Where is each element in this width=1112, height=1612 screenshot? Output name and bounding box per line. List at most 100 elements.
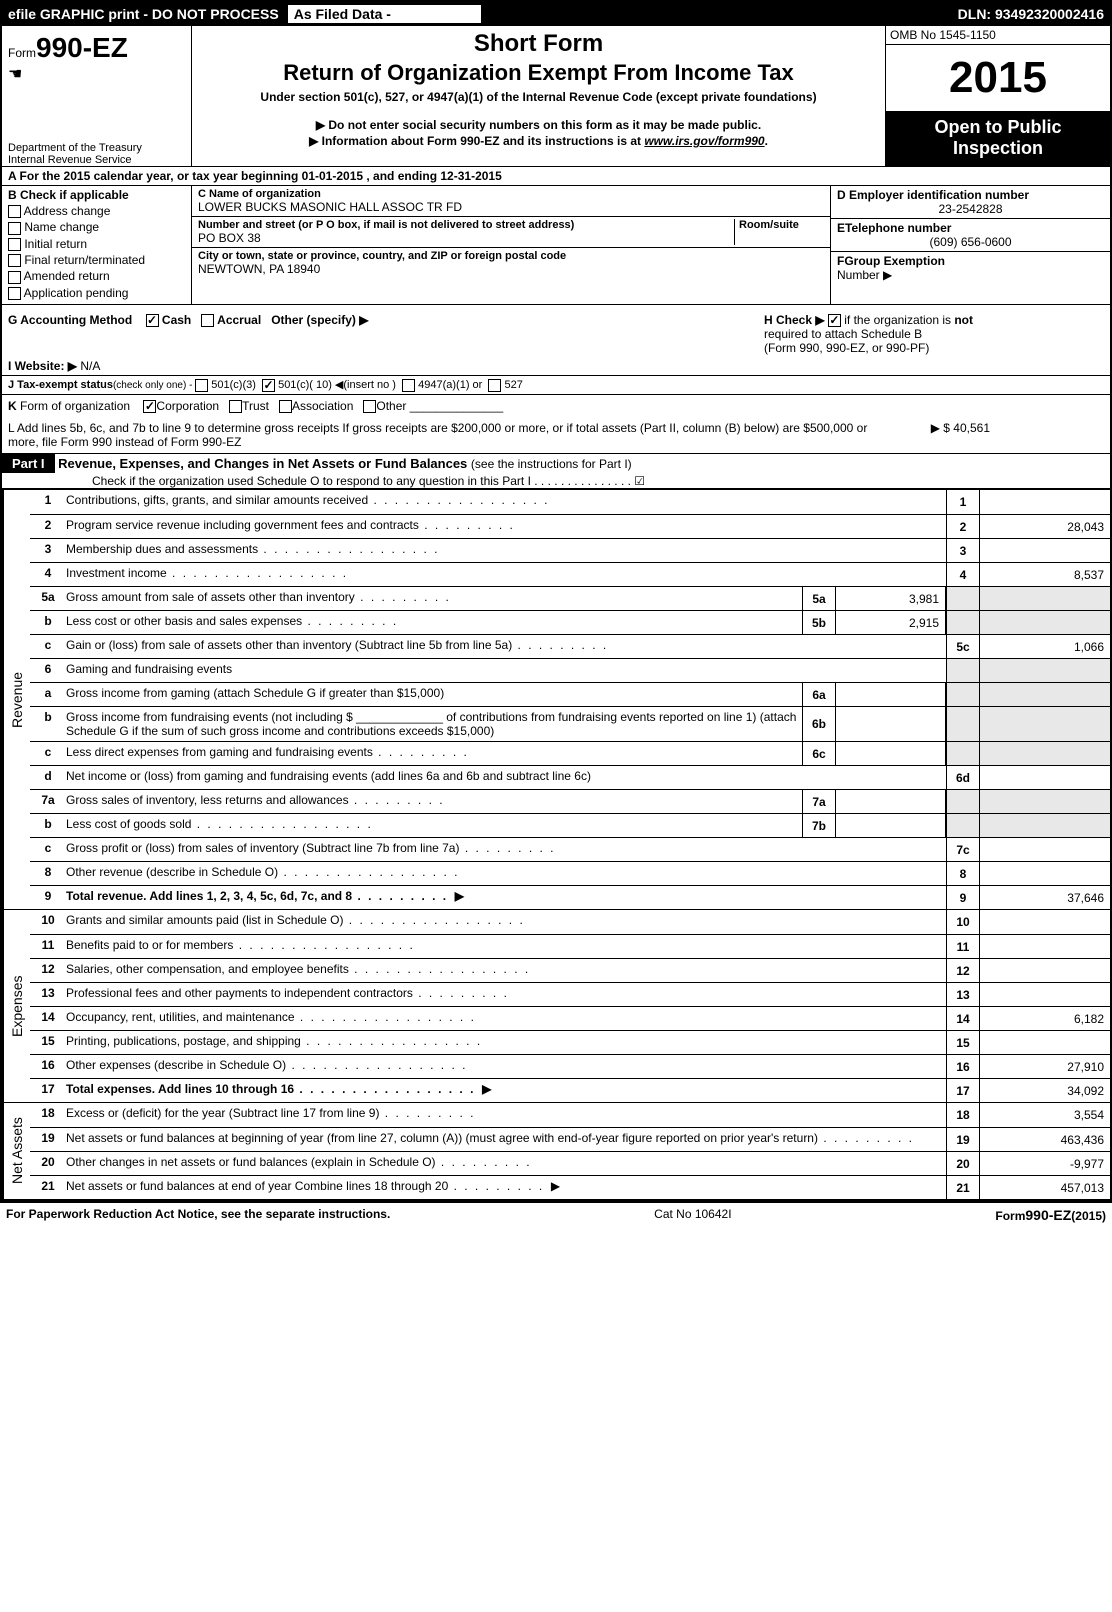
chk-final-return[interactable]: Final return/terminated — [8, 253, 185, 267]
chk-501c3[interactable] — [195, 379, 208, 392]
row-a-tax-year: A For the 2015 calendar year, or tax yea… — [2, 167, 1110, 186]
footer: For Paperwork Reduction Act Notice, see … — [0, 1203, 1112, 1227]
line-14: 14 Occupancy, rent, utilities, and maint… — [30, 1006, 1110, 1030]
short-form-title: Short Form — [198, 30, 879, 58]
row-h: H Check ▶ ✓ if the organization is not r… — [764, 313, 1104, 355]
e-value: (609) 656-0600 — [837, 235, 1104, 249]
form-number: Form990-EZ — [8, 32, 185, 64]
dept-irs: Internal Revenue Service — [8, 154, 185, 166]
revenue-section: Revenue 1 Contributions, gifts, grants, … — [2, 490, 1110, 910]
row-l: L Add lines 5b, 6c, and 7b to line 9 to … — [2, 417, 1110, 453]
return-title: Return of Organization Exempt From Incom… — [198, 60, 879, 86]
open-public: Open to Public Inspection — [886, 111, 1110, 166]
chk-name-change[interactable]: Name change — [8, 220, 185, 234]
chk-accrual[interactable] — [201, 314, 214, 327]
expenses-label: Expenses — [2, 910, 30, 1102]
bullet-icon: ☚ — [8, 64, 185, 84]
line-7b: b Less cost of goods sold 7b — [30, 813, 1110, 837]
col-def: D Employer identification number 23-2542… — [830, 186, 1110, 304]
c-label: C Name of organization — [198, 188, 824, 200]
line-20: 20 Other changes in net assets or fund b… — [30, 1151, 1110, 1175]
line-6b: b Gross income from fundraising events (… — [30, 706, 1110, 741]
f-label: FGroup Exemption — [837, 254, 945, 268]
city-value: NEWTOWN, PA 18940 — [198, 262, 824, 276]
e-phone: ETelephone number (609) 656-0600 — [831, 219, 1110, 252]
line-5c: c Gain or (loss) from sale of assets oth… — [30, 634, 1110, 658]
header-right: OMB No 1545-1150 2015 Open to Public Ins… — [885, 26, 1110, 166]
chk-application-pending[interactable]: Application pending — [8, 286, 185, 300]
chk-schedule-b[interactable]: ✓ — [828, 314, 841, 327]
line-21: 21 Net assets or fund balances at end of… — [30, 1175, 1110, 1199]
omb-number: OMB No 1545-1150 — [886, 26, 1110, 45]
efile-left: efile GRAPHIC print - DO NOT PROCESS As … — [8, 4, 482, 24]
h-text4: (Form 990, 990-EZ, or 990-PF) — [764, 341, 929, 355]
f-group: FGroup Exemption Number ▶ — [831, 252, 1110, 304]
chk-4947[interactable] — [402, 379, 415, 392]
line-13: 13 Professional fees and other payments … — [30, 982, 1110, 1006]
part-i-header: Part I Revenue, Expenses, and Changes in… — [2, 453, 1110, 490]
instr1: ▶ Do not enter social security numbers o… — [198, 118, 879, 132]
chk-assoc[interactable] — [279, 400, 292, 413]
irs-link[interactable]: www.irs.gov/form990 — [644, 134, 764, 148]
col-b: B Check if applicable Address change Nam… — [2, 186, 192, 304]
chk-527[interactable] — [488, 379, 501, 392]
line-1: 1 Contributions, gifts, grants, and simi… — [30, 490, 1110, 514]
chk-501c[interactable]: ✓ — [262, 379, 275, 392]
part-i-check: Check if the organization used Schedule … — [2, 474, 645, 488]
h-text1: H Check ▶ — [764, 313, 828, 327]
g-label: G Accounting Method — [8, 313, 132, 327]
line-8: 8 Other revenue (describe in Schedule O)… — [30, 861, 1110, 885]
c-city: City or town, state or province, country… — [192, 248, 830, 278]
line-12: 12 Salaries, other compensation, and emp… — [30, 958, 1110, 982]
chk-other-org[interactable] — [363, 400, 376, 413]
line-9: 9 Total revenue. Add lines 1, 2, 3, 4, 5… — [30, 885, 1110, 909]
line-18: 18 Excess or (deficit) for the year (Sub… — [30, 1103, 1110, 1127]
form-990ez: efile GRAPHIC print - DO NOT PROCESS As … — [0, 0, 1112, 1203]
h-not: not — [954, 313, 973, 327]
h-text3: required to attach Schedule B — [764, 327, 922, 341]
as-filed-box: As Filed Data - — [287, 4, 482, 24]
line-4: 4 Investment income 4 8,537 — [30, 562, 1110, 586]
netassets-lines: 18 Excess or (deficit) for the year (Sub… — [30, 1103, 1110, 1199]
chk-amended-return[interactable]: Amended return — [8, 269, 185, 283]
line-17: 17 Total expenses. Add lines 10 through … — [30, 1078, 1110, 1102]
room-label: Room/suite — [739, 219, 824, 231]
efile-banner: efile GRAPHIC print - DO NOT PROCESS As … — [2, 2, 1110, 26]
line-6: 6 Gaming and fundraising events — [30, 658, 1110, 682]
col-c: C Name of organization LOWER BUCKS MASON… — [192, 186, 830, 304]
city-label: City or town, state or province, country… — [198, 250, 824, 262]
part-i-sub: (see the instructions for Part I) — [471, 457, 632, 471]
expenses-section: Expenses 10 Grants and similar amounts p… — [2, 910, 1110, 1103]
chk-address-change[interactable]: Address change — [8, 204, 185, 218]
footer-left: For Paperwork Reduction Act Notice, see … — [6, 1207, 390, 1223]
line-7c: c Gross profit or (loss) from sales of i… — [30, 837, 1110, 861]
row-i: I Website: ▶ N/A — [2, 357, 1110, 376]
row-gh: G Accounting Method ✓ Cash Accrual Other… — [2, 305, 1110, 357]
netassets-label: Net Assets — [2, 1103, 30, 1199]
line-5a: 5a Gross amount from sale of assets othe… — [30, 586, 1110, 610]
l-text: L Add lines 5b, 6c, and 7b to line 9 to … — [8, 421, 868, 449]
instr2-prefix: ▶ Information about Form 990-EZ and its … — [309, 134, 644, 148]
chk-corp[interactable]: ✓ — [143, 400, 156, 413]
part-i-title: Revenue, Expenses, and Changes in Net As… — [58, 456, 467, 471]
l-value: ▶ $ 40,561 — [931, 421, 990, 449]
chk-cash[interactable]: ✓ — [146, 314, 159, 327]
line-3: 3 Membership dues and assessments 3 — [30, 538, 1110, 562]
expenses-lines: 10 Grants and similar amounts paid (list… — [30, 910, 1110, 1102]
dept-treasury: Department of the Treasury — [8, 142, 185, 154]
chk-trust[interactable] — [229, 400, 242, 413]
line-2: 2 Program service revenue including gove… — [30, 514, 1110, 538]
line-5b: b Less cost or other basis and sales exp… — [30, 610, 1110, 634]
line-15: 15 Printing, publications, postage, and … — [30, 1030, 1110, 1054]
b-title: B Check if applicable — [8, 188, 185, 202]
form-label: Form — [8, 46, 36, 60]
instr2-suffix: . — [765, 134, 768, 148]
c-value: LOWER BUCKS MASONIC HALL ASSOC TR FD — [198, 200, 824, 214]
street-label: Number and street (or P O box, if mail i… — [198, 219, 734, 231]
header-mid: Short Form Return of Organization Exempt… — [192, 26, 885, 166]
line-16: 16 Other expenses (describe in Schedule … — [30, 1054, 1110, 1078]
c-name: C Name of organization LOWER BUCKS MASON… — [192, 186, 830, 217]
chk-initial-return[interactable]: Initial return — [8, 237, 185, 251]
line-11: 11 Benefits paid to or for members 11 — [30, 934, 1110, 958]
row-g: G Accounting Method ✓ Cash Accrual Other… — [8, 313, 724, 355]
